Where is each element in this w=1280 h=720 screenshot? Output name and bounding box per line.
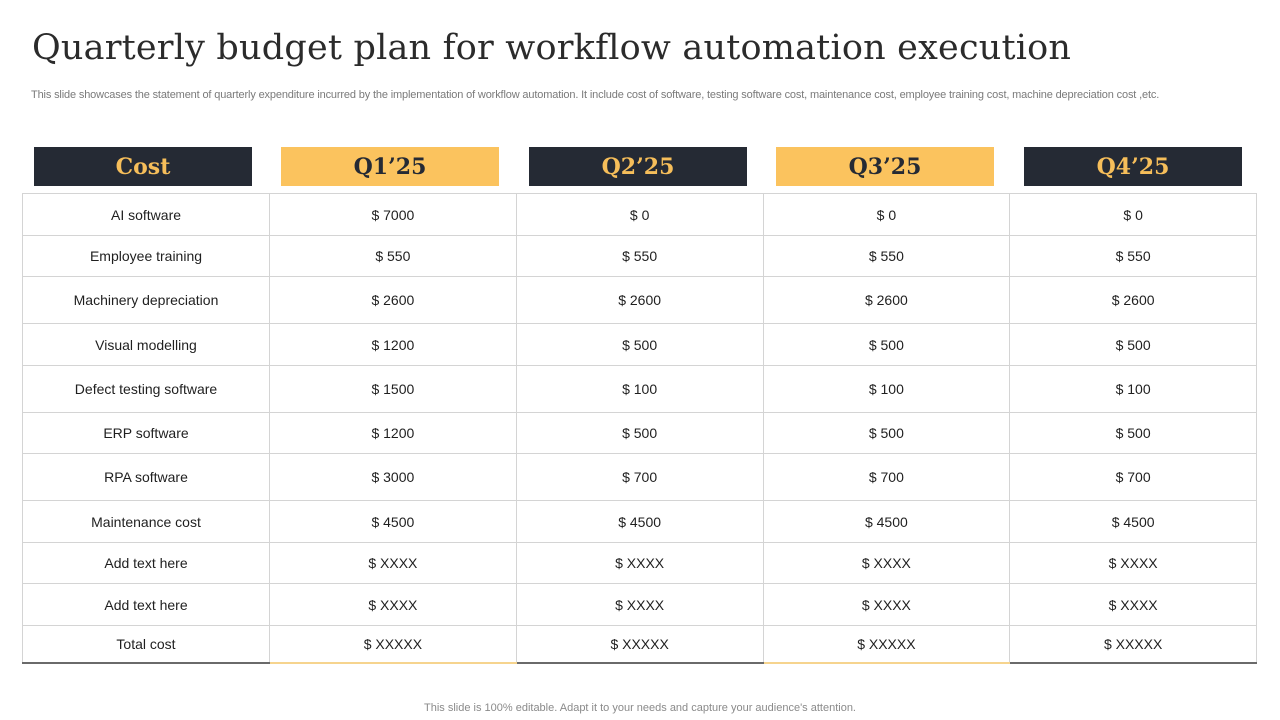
table-row: Add text here $ XXXX $ XXXX $ XXXX $ XXX… (22, 583, 1257, 626)
cell-q1: $ 2600 (269, 276, 517, 324)
row-label: Add text here (22, 542, 270, 584)
cell-q4: $ 550 (1009, 235, 1257, 277)
table-row: Visual modelling $ 1200 $ 500 $ 500 $ 50… (22, 323, 1257, 366)
cell-q2: $ XXXX (515, 542, 764, 584)
table-row: Add text here $ XXXX $ XXXX $ XXXX $ XXX… (22, 542, 1257, 584)
cell-q1: $ 550 (269, 235, 517, 277)
table-row: Maintenance cost $ 4500 $ 4500 $ 4500 $ … (22, 500, 1257, 543)
table-row: ERP software $ 1200 $ 500 $ 500 $ 500 (22, 412, 1257, 454)
slide-subtitle: This slide showcases the statement of qu… (31, 89, 1160, 101)
cell-q4: $ 100 (1009, 365, 1257, 413)
cell-q4: $ 4500 (1009, 500, 1257, 543)
cell-q1: $ XXXXX (269, 625, 517, 664)
column-headers: Cost Q1’25 Q2’25 Q3’25 Q4’25 (0, 147, 1280, 187)
row-label: Employee training (22, 235, 270, 277)
header-q4: Q4’25 (1024, 147, 1242, 186)
cell-q2: $ 550 (515, 235, 764, 277)
row-label: Total cost (22, 625, 270, 664)
header-cost: Cost (34, 147, 252, 186)
cell-q3: $ 4500 (762, 500, 1011, 543)
cell-q3: $ 100 (762, 365, 1011, 413)
row-label: Maintenance cost (22, 500, 270, 543)
cell-q2: $ 0 (515, 193, 764, 236)
table-row: AI software $ 7000 $ 0 $ 0 $ 0 (22, 193, 1257, 236)
row-label: AI software (22, 193, 270, 236)
cell-q1: $ XXXX (269, 542, 517, 584)
cell-q1: $ 4500 (269, 500, 517, 543)
total-row: Total cost $ XXXXX $ XXXXX $ XXXXX $ XXX… (22, 625, 1257, 664)
table-row: Machinery depreciation $ 2600 $ 2600 $ 2… (22, 276, 1257, 324)
cell-q1: $ 3000 (269, 453, 517, 501)
cell-q4: $ 700 (1009, 453, 1257, 501)
cell-q4: $ 500 (1009, 412, 1257, 454)
header-q2: Q2’25 (529, 147, 747, 186)
row-label: Machinery depreciation (22, 276, 270, 324)
cell-q1: $ 1200 (269, 412, 517, 454)
row-label: Visual modelling (22, 323, 270, 366)
table-row: Defect testing software $ 1500 $ 100 $ 1… (22, 365, 1257, 413)
row-label: Add text here (22, 583, 270, 626)
table-row: Employee training $ 550 $ 550 $ 550 $ 55… (22, 235, 1257, 277)
table-row: RPA software $ 3000 $ 700 $ 700 $ 700 (22, 453, 1257, 501)
cell-q3: $ 500 (762, 412, 1011, 454)
cell-q1: $ 7000 (269, 193, 517, 236)
cell-q2: $ 100 (515, 365, 764, 413)
cell-q4: $ 0 (1009, 193, 1257, 236)
cell-q3: $ 0 (762, 193, 1011, 236)
cell-q2: $ XXXXX (515, 625, 764, 664)
row-label: Defect testing software (22, 365, 270, 413)
cell-q1: $ 1500 (269, 365, 517, 413)
footer-note: This slide is 100% editable. Adapt it to… (424, 702, 856, 714)
budget-table: AI software $ 7000 $ 0 $ 0 $ 0 Employee … (22, 193, 1257, 664)
cell-q4: $ XXXX (1009, 542, 1257, 584)
cell-q2: $ XXXX (515, 583, 764, 626)
cell-q2: $ 700 (515, 453, 764, 501)
row-label: RPA software (22, 453, 270, 501)
cell-q2: $ 500 (515, 412, 764, 454)
cell-q2: $ 500 (515, 323, 764, 366)
cell-q3: $ XXXXX (762, 625, 1011, 664)
cell-q3: $ 550 (762, 235, 1011, 277)
cell-q3: $ XXXX (762, 542, 1011, 584)
cell-q3: $ 500 (762, 323, 1011, 366)
cell-q1: $ XXXX (269, 583, 517, 626)
cell-q4: $ XXXX (1009, 583, 1257, 626)
cell-q3: $ 2600 (762, 276, 1011, 324)
slide-title: Quarterly budget plan for workflow autom… (32, 28, 1072, 68)
row-label: ERP software (22, 412, 270, 454)
cell-q4: $ 2600 (1009, 276, 1257, 324)
cell-q3: $ XXXX (762, 583, 1011, 626)
cell-q4: $ XXXXX (1009, 625, 1257, 664)
cell-q2: $ 4500 (515, 500, 764, 543)
header-q3: Q3’25 (776, 147, 994, 186)
cell-q1: $ 1200 (269, 323, 517, 366)
cell-q3: $ 700 (762, 453, 1011, 501)
header-q1: Q1’25 (281, 147, 499, 186)
cell-q2: $ 2600 (515, 276, 764, 324)
cell-q4: $ 500 (1009, 323, 1257, 366)
